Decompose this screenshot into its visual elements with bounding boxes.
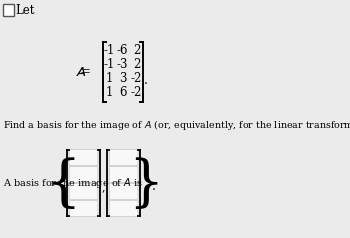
FancyBboxPatch shape [69, 183, 98, 199]
FancyBboxPatch shape [69, 149, 98, 165]
Text: -1: -1 [104, 45, 115, 58]
Text: {: { [45, 158, 80, 212]
Text: =: = [80, 65, 91, 79]
Text: -2: -2 [131, 73, 142, 85]
Text: $A$: $A$ [76, 65, 87, 79]
Text: .: . [152, 179, 156, 193]
Text: ,: , [102, 182, 105, 192]
Text: -1: -1 [104, 59, 115, 71]
Text: -6: -6 [117, 45, 128, 58]
Text: Find a basis for the image of $A$ (or, equivalently, for the linear transformati: Find a basis for the image of $A$ (or, e… [3, 118, 350, 132]
Text: 2: 2 [133, 59, 140, 71]
FancyBboxPatch shape [3, 4, 14, 16]
FancyBboxPatch shape [109, 167, 138, 183]
FancyBboxPatch shape [109, 200, 138, 217]
Text: Let: Let [16, 4, 35, 16]
FancyBboxPatch shape [109, 183, 138, 199]
Text: .: . [144, 74, 148, 86]
Text: A basis for the image of $A$ is: A basis for the image of $A$ is [3, 176, 143, 190]
FancyBboxPatch shape [109, 149, 138, 165]
Text: }: } [128, 158, 163, 212]
Text: 6: 6 [119, 86, 126, 99]
Text: 1: 1 [106, 86, 113, 99]
Text: 3: 3 [119, 73, 126, 85]
Text: -3: -3 [117, 59, 128, 71]
FancyBboxPatch shape [69, 167, 98, 183]
Text: 1: 1 [106, 73, 113, 85]
FancyBboxPatch shape [69, 200, 98, 217]
Text: -2: -2 [131, 86, 142, 99]
Text: 2: 2 [133, 45, 140, 58]
